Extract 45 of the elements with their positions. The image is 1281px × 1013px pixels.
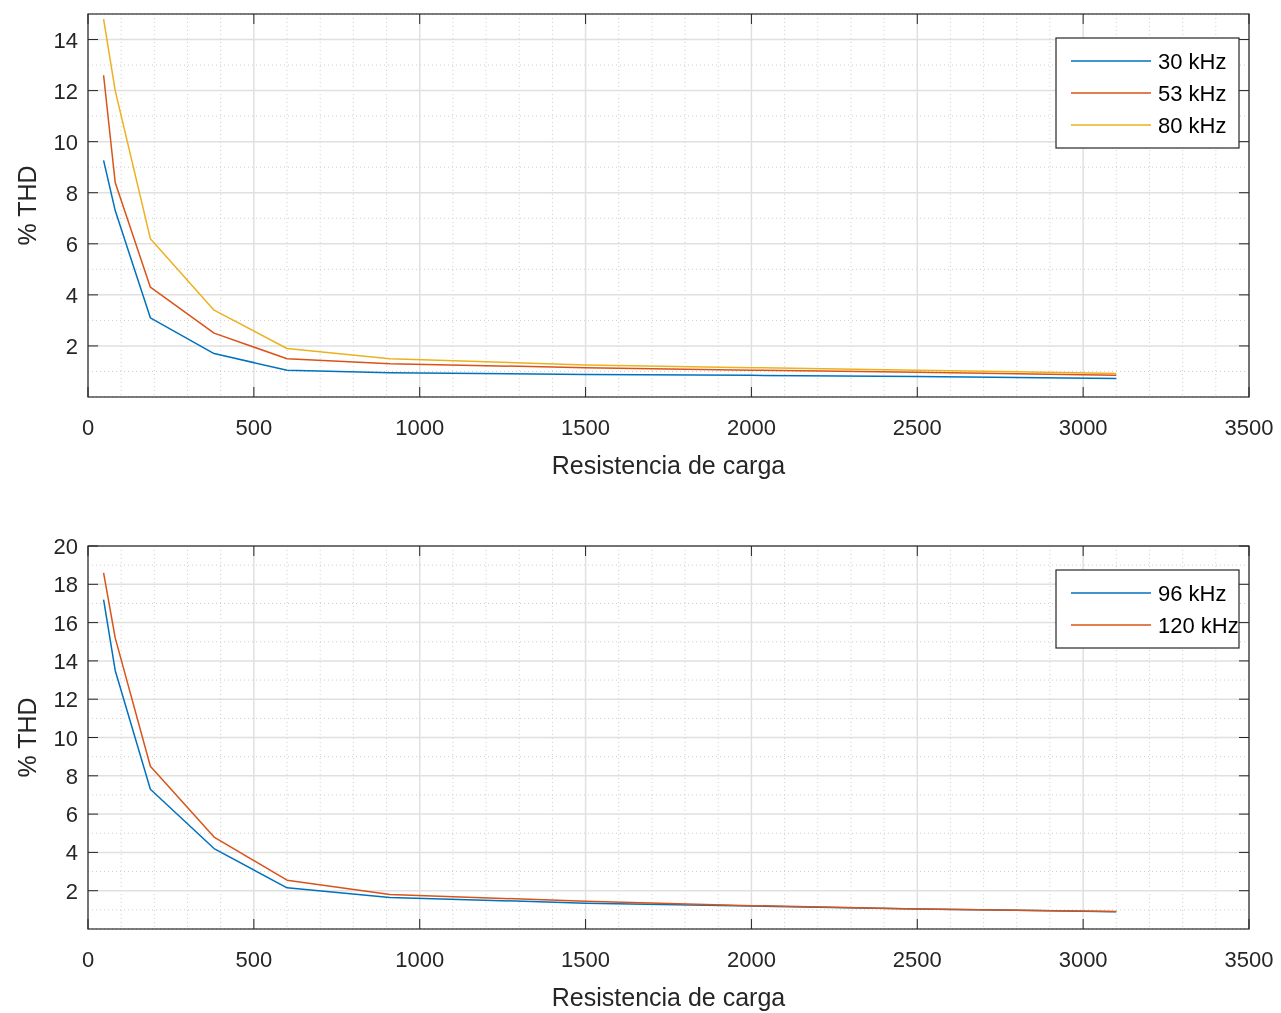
y-tick-label: 10 — [53, 129, 78, 155]
legend-label: 120 kHz — [1158, 613, 1239, 638]
line-series — [102, 74, 1118, 377]
y-tick-label: 8 — [65, 180, 78, 206]
y-tick-label: 14 — [53, 27, 78, 53]
y-axis-title: % THD — [13, 697, 41, 778]
y-tick-label: 2 — [65, 333, 78, 359]
x-tick-label: 3500 — [1224, 947, 1274, 972]
y-tick-label: 20 — [53, 534, 78, 559]
x-tick-label: 0 — [81, 415, 95, 440]
y-tick-label: 12 — [53, 78, 78, 104]
line-series — [102, 159, 1118, 380]
y-tick-label: 16 — [53, 610, 78, 636]
y-tick-label: 6 — [65, 231, 78, 257]
legend-label: 53 kHz — [1158, 81, 1227, 106]
x-tick-label: 3000 — [1058, 947, 1108, 972]
legend-label: 80 kHz — [1158, 113, 1227, 138]
x-tick-label: 1500 — [561, 947, 611, 972]
y-axis-title: % THD — [13, 165, 41, 246]
x-tick-label: 3500 — [1224, 415, 1274, 440]
legend-label: 96 kHz — [1158, 581, 1227, 606]
x-tick-label: 500 — [235, 947, 273, 972]
y-tick-label: 6 — [65, 802, 78, 828]
y-tick-label: 10 — [53, 725, 78, 751]
x-tick-label: 1500 — [561, 415, 611, 440]
line-series — [102, 18, 1118, 375]
x-axis-title: Resistencia de carga — [551, 983, 786, 1011]
x-tick-label: 500 — [235, 415, 273, 440]
x-tick-label: 0 — [81, 947, 95, 972]
x-tick-label: 1000 — [395, 415, 445, 440]
y-tick-label: 4 — [65, 282, 78, 308]
x-tick-label: 1000 — [395, 947, 445, 972]
x-tick-label: 3000 — [1058, 415, 1108, 440]
y-tick-label: 4 — [65, 840, 78, 866]
y-tick-label: 14 — [53, 648, 78, 674]
x-tick-label: 2000 — [726, 415, 776, 440]
x-axis-title: Resistencia de carga — [551, 451, 786, 479]
x-tick-label: 2000 — [726, 947, 776, 972]
y-tick-label: 12 — [53, 687, 78, 713]
x-tick-label: 2500 — [892, 415, 942, 440]
y-tick-label: 8 — [65, 763, 78, 789]
y-tick-label: 2 — [65, 878, 78, 904]
y-tick-label: 18 — [53, 572, 78, 598]
x-tick-label: 2500 — [892, 947, 942, 972]
legend-label: 30 kHz — [1158, 49, 1227, 74]
